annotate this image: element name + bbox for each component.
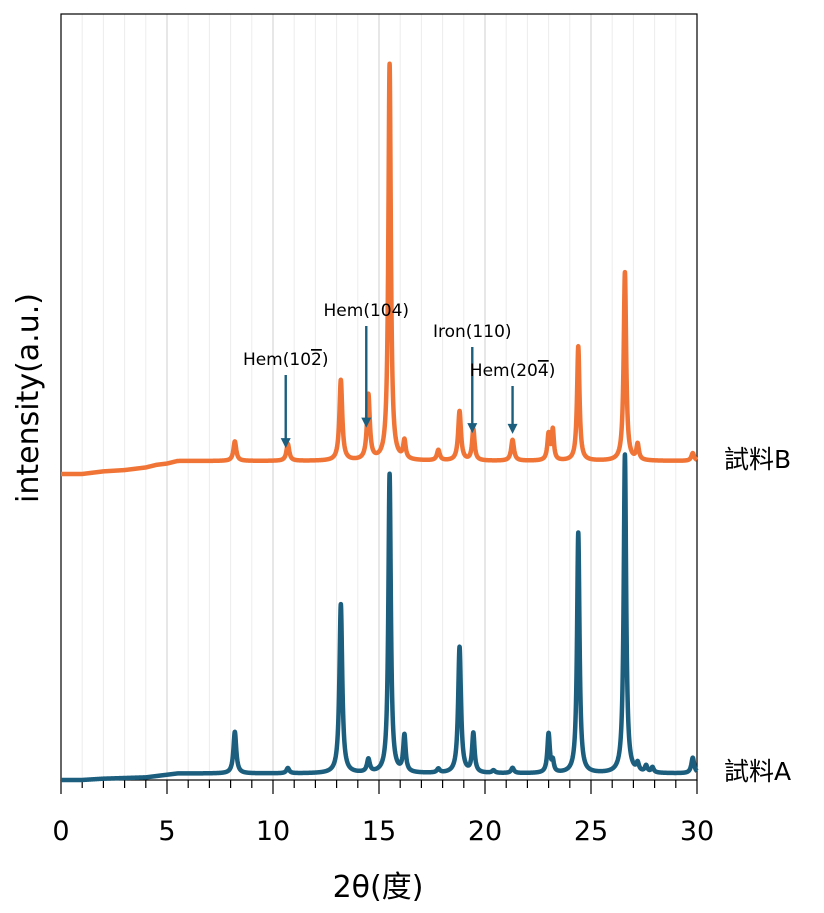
- x-tick-label: 30: [680, 816, 714, 847]
- series-labels: 試料A 試料B: [724, 445, 791, 786]
- annotation-label-text: Hem(10: [243, 350, 311, 370]
- series-lines: [58, 61, 700, 783]
- x-tick-label: 25: [574, 816, 608, 847]
- x-tick-label: 10: [256, 816, 290, 847]
- grid-lines: [81, 14, 677, 780]
- annotation-arrow-head: [507, 423, 518, 434]
- x-axis-ticks: [60, 780, 698, 794]
- y-axis-title: intensity(a.u.): [11, 293, 46, 503]
- annotation-label-text: Hem(104): [324, 301, 410, 321]
- x-tick-label: 20: [468, 816, 502, 847]
- annotation-label-suffix: ): [549, 361, 556, 381]
- annotation-label-text: Hem(20: [470, 361, 538, 381]
- series-line: [58, 452, 700, 783]
- annotation-label: Hem(204): [470, 361, 556, 381]
- annotation-label-overbar: 2: [311, 350, 322, 370]
- annotation-arrow-head: [467, 423, 478, 434]
- x-tick-label: 15: [362, 816, 396, 847]
- annotation-arrow-head: [361, 417, 372, 428]
- x-tick-label: 0: [52, 816, 69, 847]
- annotation-label: Hem(104): [324, 301, 410, 321]
- series-line: [58, 61, 700, 477]
- x-tick-labels: 0 5 10 15 20 25 30: [52, 816, 714, 847]
- annotation-label-text: Iron(110): [433, 322, 512, 342]
- series-label: 試料A: [724, 757, 791, 786]
- peak-annotations: Hem(102)Hem(104)Iron(110)Hem(204): [243, 301, 556, 449]
- annotation-label-overbar: 4: [538, 361, 549, 381]
- annotation-label: Iron(110): [433, 322, 512, 342]
- series-label: 試料B: [724, 445, 791, 474]
- x-axis-title: 2θ(度): [333, 870, 424, 905]
- x-tick-label: 5: [158, 816, 175, 847]
- annotation-label: Hem(102): [243, 350, 329, 370]
- annotation-arrow-head: [280, 438, 291, 449]
- annotation-label-suffix: ): [322, 350, 329, 370]
